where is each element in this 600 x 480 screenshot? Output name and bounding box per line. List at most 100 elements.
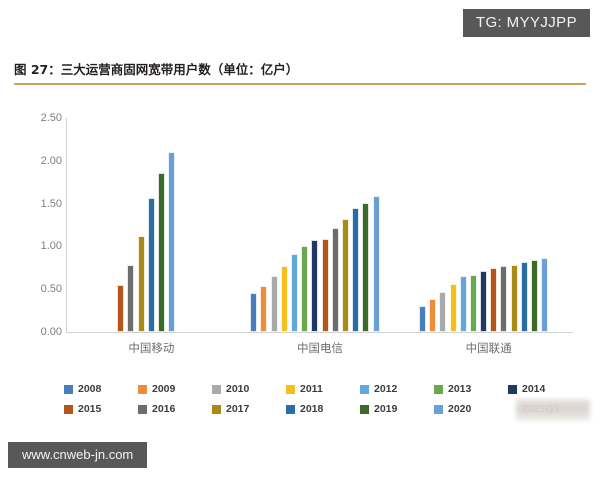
legend-censor-blur [516,399,590,421]
legend-swatch-icon [360,384,369,394]
bar[interactable] [117,284,125,332]
legend-label: 2016 [152,403,176,415]
bar-chart: 0.00 0.50 1.00 1.50 2.00 2.50 中国移动 中国电信 中国联通 [0,100,600,380]
bar[interactable] [372,195,380,332]
legend-swatch-icon [212,404,221,414]
bar[interactable] [418,306,426,332]
legend-label: 2010 [226,383,250,395]
bar[interactable] [168,152,176,332]
tg-watermark-tag: TG: MYYJJPP [462,9,590,37]
x-axis-line [66,332,573,333]
bar[interactable] [127,265,135,332]
legend-swatch-icon [508,384,517,394]
bar[interactable] [178,130,186,332]
bar[interactable] [382,188,390,332]
y-axis-tick-label: 2.00 [40,154,62,167]
bar[interactable] [158,172,166,332]
legend-item-2020[interactable]: 2020 [434,403,508,415]
bar[interactable] [270,276,278,332]
legend-row-1: 2008 2009 2010 2011 2012 2013 2014 [64,383,584,395]
bar[interactable] [341,219,349,332]
bar[interactable] [449,284,457,332]
legend-item-2016[interactable]: 2016 [138,403,212,415]
bar[interactable] [147,197,155,332]
y-axis-tick-labels: 0.00 0.50 1.00 1.50 2.00 2.50 [18,100,62,380]
legend-swatch-icon [138,384,147,394]
bar[interactable] [311,240,319,332]
bar[interactable] [260,285,268,332]
bar[interactable] [531,260,539,332]
legend-swatch-icon [212,384,221,394]
legend-item-2014[interactable]: 2014 [508,383,582,395]
bar-group-3 [404,118,573,332]
bar[interactable] [551,252,559,332]
bar[interactable] [280,266,288,332]
legend-swatch-icon [434,404,443,414]
y-axis-tick-label: 0.00 [40,326,62,338]
bar[interactable] [490,267,498,332]
bar[interactable] [469,274,477,332]
bar[interactable] [291,254,299,332]
x-axis-category-label: 中国移动 [128,341,175,355]
bar[interactable] [352,207,360,332]
legend-label: 2019 [374,403,398,415]
y-axis-tick-label: 0.50 [40,283,62,296]
bar[interactable] [331,227,339,332]
bar[interactable] [510,265,518,332]
legend-item-2018[interactable]: 2018 [286,403,360,415]
legend-row-2: 2015201620172018201920202021Q3 [64,403,584,415]
y-axis-line [66,118,67,333]
legend-swatch-icon [64,384,73,394]
title-divider [14,83,586,85]
legend-item-2015[interactable]: 2015 [64,403,138,415]
x-axis-category-label: 中国联通 [465,341,512,355]
bar[interactable] [541,258,549,332]
legend-item-2017[interactable]: 2017 [212,403,286,415]
legend-swatch-icon [360,404,369,414]
legend-item-2013[interactable]: 2013 [434,383,508,395]
y-axis-tick-label: 1.50 [40,197,62,210]
legend-item-2009[interactable]: 2009 [138,383,212,395]
bar[interactable] [520,261,528,332]
legend-swatch-icon [286,384,295,394]
bar[interactable] [500,266,508,332]
legend-item-2012[interactable]: 2012 [360,383,434,395]
legend-label: 2020 [448,403,472,415]
legend-swatch-icon [434,384,443,394]
bar-group-1 [67,118,236,332]
legend-label: 2014 [522,383,546,395]
bar[interactable] [480,271,488,332]
bar-group-2 [236,118,405,332]
legend-label: 2013 [448,383,472,395]
legend-item-2008[interactable]: 2008 [64,383,138,395]
bar[interactable] [301,245,309,332]
legend-swatch-icon [286,404,295,414]
x-axis-category-label: 中国电信 [297,341,343,355]
legend-item-2011[interactable]: 2011 [286,383,360,395]
bar[interactable] [439,291,447,332]
legend-item-2019[interactable]: 2019 [360,403,434,415]
legend-label: 2011 [300,383,323,395]
bar[interactable] [362,202,370,332]
site-watermark: www.cnweb-jn.com [8,442,148,468]
legend-swatch-icon [64,404,73,414]
bar[interactable] [250,293,258,332]
legend-label: 2008 [78,383,102,395]
legend-label: 2017 [226,403,250,415]
x-axis-category-labels: 中国移动 中国电信 中国联通 [67,336,573,358]
legend-label: 2018 [300,403,324,415]
y-axis-tick-label: 2.50 [40,112,62,124]
legend-label: 2009 [152,383,176,395]
bar-groups [67,118,573,332]
figure-title: 图 27：三大运营商固网宽带用户数（单位：亿户） [14,62,299,77]
bar[interactable] [137,236,145,332]
bar[interactable] [459,275,467,332]
legend-label: 2012 [374,383,398,395]
bar[interactable] [321,238,329,332]
y-axis-tick-label: 1.00 [40,240,62,253]
legend-label: 2015 [78,403,102,415]
bar[interactable] [429,299,437,332]
legend-item-2010[interactable]: 2010 [212,383,286,395]
chart-legend: 2008 2009 2010 2011 2012 2013 2014 2015 2016 2017… [64,383,584,423]
legend-swatch-icon [138,404,147,414]
